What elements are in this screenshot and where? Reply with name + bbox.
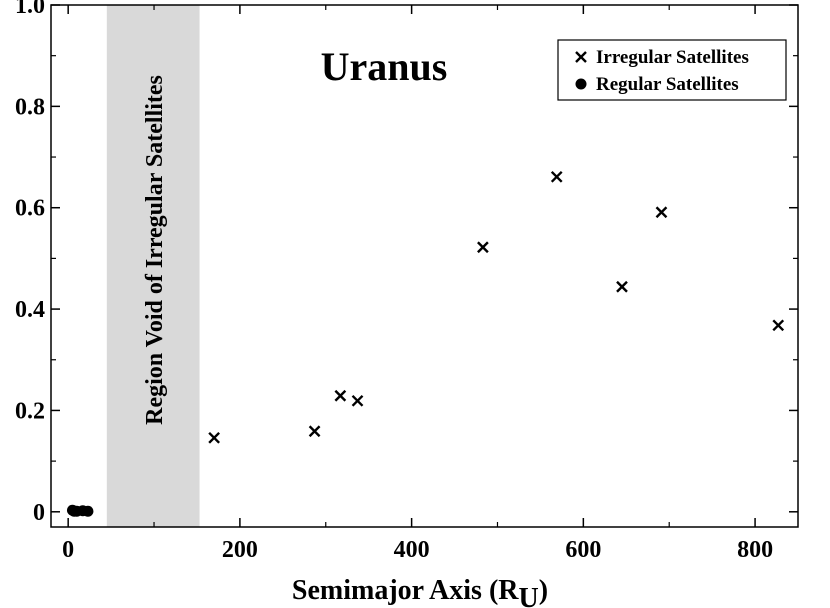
irregular-satellite-point [550,170,563,183]
legend-marker-regular [575,78,587,90]
legend-dot-marker [575,78,587,90]
x-axis-label: Semimajor Axis (RU) [292,575,548,608]
irregular-satellite-point [477,241,489,254]
y-tick-label: 0.2 [15,398,45,424]
irregular-satellite-point [308,425,321,438]
x-axis-label-subscript: U [519,583,539,608]
x-tick-label: 200 [222,537,258,563]
chart-title: Uranus [321,44,448,89]
irregular-satellite-point [334,389,347,402]
void-region-label: Region Void of Irregular Satellites [142,75,168,425]
axis-ticks: 0 200 400 600 800 0 0.2 0.4 0.6 0.8 1.0 [15,0,798,563]
x-axis-label-close: ) [539,575,548,606]
x-axis-label-main: Semimajor Axis (R [292,575,519,606]
irregular-satellite-point [351,394,364,407]
irregular-satellite-point [655,206,668,219]
y-tick-label: 1.0 [15,0,45,19]
y-tick-label: 0.6 [15,196,45,222]
x-tick-label: 800 [737,537,773,563]
legend-label-irregular: Irregular Satellites [596,47,749,68]
legend-box [557,39,787,101]
legend: Irregular Satellites Regular Satellites [557,39,787,101]
x-tick-label: 400 [394,537,430,563]
plot-frame [50,4,799,528]
legend-label-regular: Regular Satellites [596,74,739,95]
regular-satellite-point [82,505,94,517]
irregular-satellite-point [208,431,220,444]
irregular-satellite-point [772,319,785,332]
data-points [66,170,785,517]
void-region-band [106,5,200,527]
y-tick-label: 0.4 [15,297,45,323]
legend-x-marker [575,51,587,63]
y-tick-label: 0 [33,500,45,526]
x-tick-label: 600 [565,537,601,563]
legend-marker-irregular [575,51,587,63]
x-tick-label: 0 [62,537,74,563]
irregular-satellite-point [616,280,628,293]
y-tick-label: 0.8 [15,94,45,120]
void-region-layer [106,5,200,527]
